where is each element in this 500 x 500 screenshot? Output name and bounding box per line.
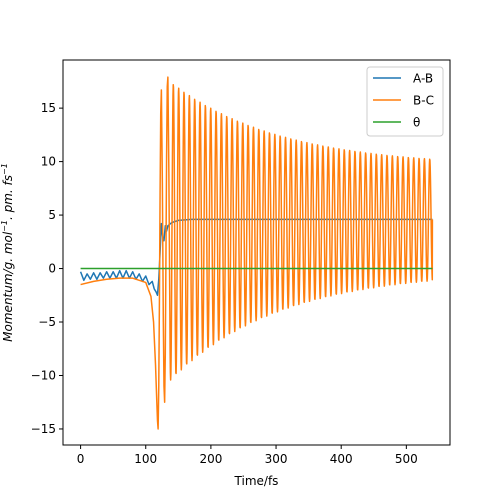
plot-frame [62, 59, 451, 446]
y-axis-label-exp1: −1 [0, 220, 9, 232]
series-line-b-c [80, 76, 434, 430]
legend-box [366, 66, 444, 137]
legend-label-theta: θ [413, 116, 420, 130]
x-axis-ticks: 0 100 200 300 400 500 [77, 445, 418, 466]
y-tick-label: −15 [31, 422, 56, 436]
x-tick-label: 500 [395, 452, 418, 466]
legend: A-B B-C θ [366, 66, 444, 137]
x-tick-label: 200 [199, 452, 222, 466]
y-axis-label-mid: . pm. fs [1, 175, 15, 220]
y-axis-ticks: −15 −10 −5 0 5 10 15 [31, 101, 63, 436]
x-axis-label: Time/fs [234, 474, 279, 488]
y-tick-label: −10 [31, 368, 56, 382]
y-tick-label: 10 [41, 155, 56, 169]
y-axis-label: Momentum/g. mol−1. pm. fs−1 [0, 163, 15, 342]
y-axis-label-exp2: −1 [0, 163, 9, 175]
x-tick-label: 100 [134, 452, 157, 466]
y-tick-label: 0 [48, 262, 56, 276]
y-axis-label-main: Momentum/g. mol [1, 231, 15, 342]
legend-label-b-c: B-C [413, 94, 434, 108]
y-tick-label: 15 [41, 101, 56, 115]
series-layer [79, 76, 434, 430]
x-tick-label: 0 [77, 452, 85, 466]
x-tick-label: 400 [330, 452, 353, 466]
y-tick-label: −5 [38, 315, 56, 329]
y-tick-label: 5 [48, 208, 56, 222]
x-tick-label: 300 [265, 452, 288, 466]
series-line-a-b [79, 218, 433, 297]
legend-label-a-b: A-B [413, 72, 433, 86]
